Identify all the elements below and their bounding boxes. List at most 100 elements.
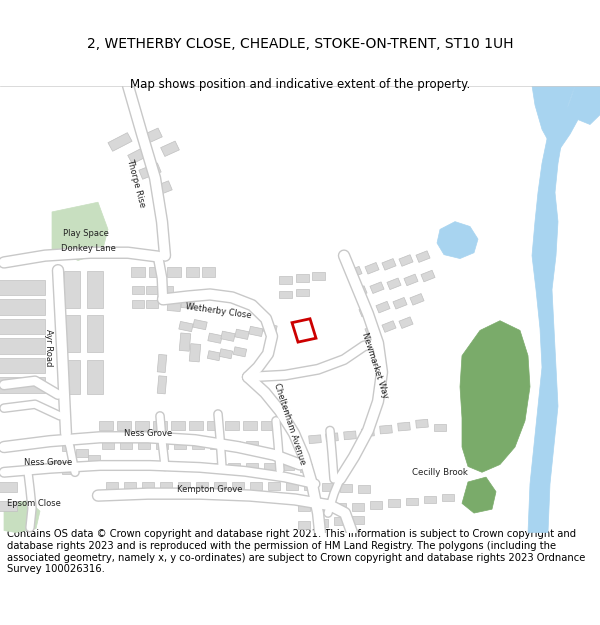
Bar (139, 163, 161, 179)
Bar (348, 266, 362, 278)
Bar (382, 259, 396, 270)
Bar (398, 422, 410, 431)
Bar (344, 431, 356, 440)
Bar (393, 298, 407, 309)
Text: Newmarket Way: Newmarket Way (360, 331, 390, 399)
Bar (192, 441, 204, 449)
Bar (192, 462, 204, 471)
Bar (48, 461, 60, 468)
Bar (142, 482, 154, 490)
Bar (219, 349, 233, 359)
Bar (278, 291, 292, 298)
Bar (296, 274, 308, 282)
Bar (76, 449, 88, 457)
Bar (117, 421, 131, 431)
Bar (102, 462, 114, 471)
Bar (179, 333, 191, 351)
Bar (382, 321, 396, 332)
Bar (326, 433, 338, 442)
Bar (264, 462, 276, 471)
Bar (380, 425, 392, 434)
Bar (167, 302, 181, 311)
Bar (135, 421, 149, 431)
Bar (156, 441, 168, 449)
Polygon shape (462, 477, 496, 513)
Bar (87, 315, 103, 352)
Bar (399, 317, 413, 329)
Bar (157, 354, 167, 372)
Bar (399, 255, 413, 266)
Bar (370, 501, 382, 509)
Bar (286, 482, 298, 490)
Polygon shape (52, 202, 108, 261)
Bar (174, 441, 186, 449)
Bar (132, 301, 144, 308)
Bar (421, 270, 435, 282)
Bar (167, 268, 181, 277)
Bar (0, 299, 45, 315)
Text: Contains OS data © Crown copyright and database right 2021. This information is : Contains OS data © Crown copyright and d… (7, 529, 586, 574)
Bar (311, 272, 325, 280)
Bar (0, 357, 45, 373)
Text: Kempton Grove: Kempton Grove (177, 485, 243, 494)
Text: Donkey Lane: Donkey Lane (61, 244, 115, 253)
Text: 2, WETHERBY CLOSE, CHEADLE, STOKE-ON-TRENT, ST10 1UH: 2, WETHERBY CLOSE, CHEADLE, STOKE-ON-TRE… (87, 37, 513, 51)
Bar (388, 499, 400, 508)
Bar (146, 286, 158, 294)
Bar (64, 315, 80, 352)
Bar (316, 519, 328, 527)
Bar (340, 484, 352, 492)
Text: Epsom Close: Epsom Close (7, 499, 61, 508)
Text: Wetherby Close: Wetherby Close (185, 302, 251, 320)
Text: Ayr Road: Ayr Road (44, 329, 53, 367)
Bar (358, 485, 370, 492)
Bar (64, 360, 80, 394)
Bar (189, 344, 201, 362)
Polygon shape (532, 86, 600, 149)
Bar (387, 278, 401, 289)
Bar (153, 421, 167, 431)
Bar (225, 421, 239, 431)
Bar (214, 482, 226, 490)
Bar (0, 338, 45, 354)
Polygon shape (437, 222, 478, 259)
Bar (124, 482, 136, 490)
Bar (261, 421, 275, 431)
Bar (308, 435, 322, 444)
Bar (263, 323, 277, 334)
Bar (120, 441, 132, 449)
Bar (268, 482, 280, 490)
Bar (64, 271, 80, 308)
Text: Thorpe Rise: Thorpe Rise (125, 158, 147, 208)
Bar (228, 462, 240, 471)
Bar (181, 300, 195, 309)
Bar (359, 305, 373, 317)
Bar (207, 421, 221, 431)
Bar (353, 286, 367, 298)
Bar (132, 286, 144, 294)
Bar (128, 147, 148, 164)
Bar (88, 455, 100, 462)
Bar (233, 347, 247, 357)
Bar (161, 286, 173, 294)
Bar (138, 462, 150, 471)
Bar (300, 464, 312, 472)
Bar (404, 274, 418, 286)
Bar (365, 262, 379, 274)
Bar (424, 496, 436, 503)
Bar (416, 419, 428, 428)
Bar (210, 441, 222, 449)
Bar (178, 482, 190, 490)
Bar (120, 462, 132, 471)
Bar (102, 441, 114, 449)
Bar (62, 466, 74, 474)
Bar (0, 501, 17, 511)
Bar (298, 503, 310, 511)
Bar (207, 351, 221, 361)
Polygon shape (4, 501, 40, 532)
Bar (142, 128, 162, 144)
Bar (87, 360, 103, 394)
Bar (410, 294, 424, 305)
Bar (0, 319, 45, 334)
Bar (174, 462, 186, 471)
